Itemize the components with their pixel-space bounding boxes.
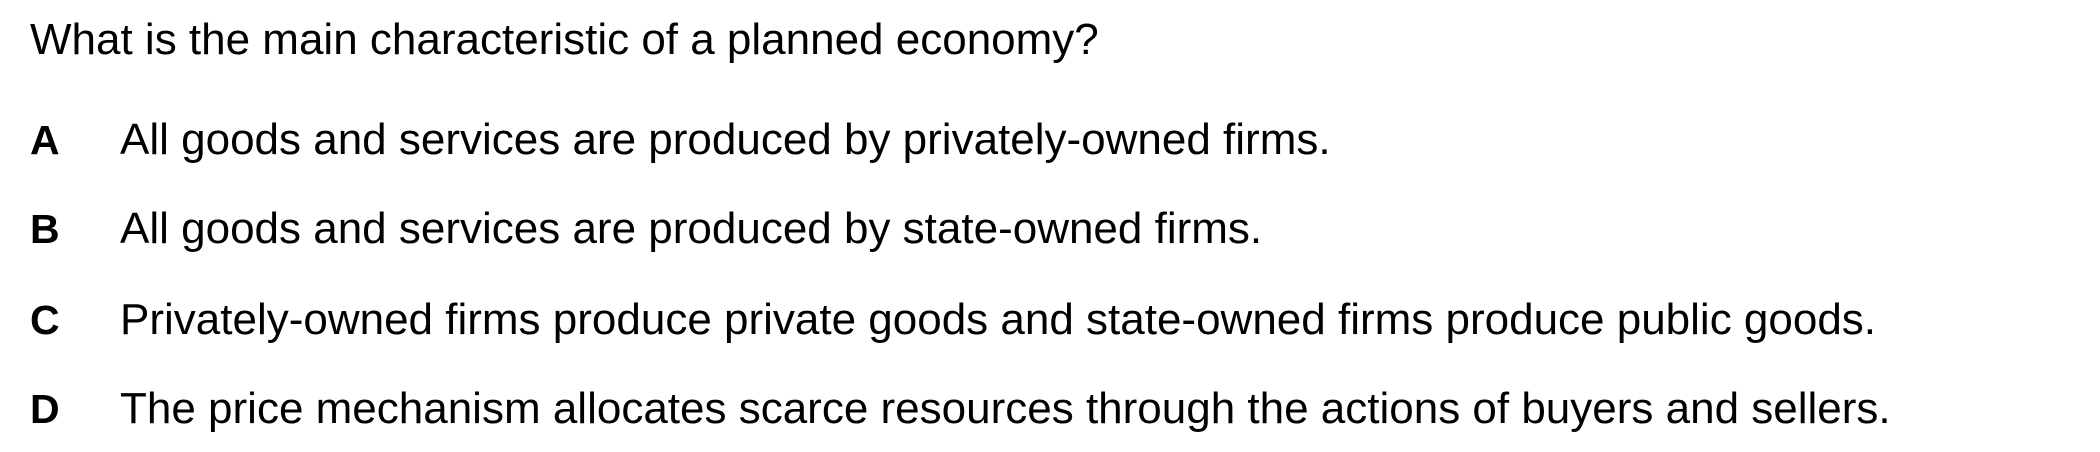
option-d[interactable]: D The price mechanism allocates scarce r…: [30, 381, 1891, 437]
option-text: All goods and services are produced by s…: [120, 204, 1263, 253]
option-c[interactable]: C Privately-owned firms produce private …: [30, 292, 1876, 348]
option-text: Privately-owned firms produce private go…: [120, 295, 1877, 344]
option-letter: A: [30, 117, 60, 163]
option-b[interactable]: B All goods and services are produced by…: [30, 201, 1262, 257]
option-letter: C: [30, 297, 60, 343]
option-letter: D: [30, 386, 60, 432]
option-a[interactable]: A All goods and services are produced by…: [30, 112, 1331, 168]
option-text: The price mechanism allocates scarce res…: [120, 384, 1891, 433]
option-text: All goods and services are produced by p…: [120, 115, 1331, 164]
option-letter: B: [30, 206, 60, 252]
question-text: What is the main characteristic of a pla…: [30, 15, 1099, 64]
